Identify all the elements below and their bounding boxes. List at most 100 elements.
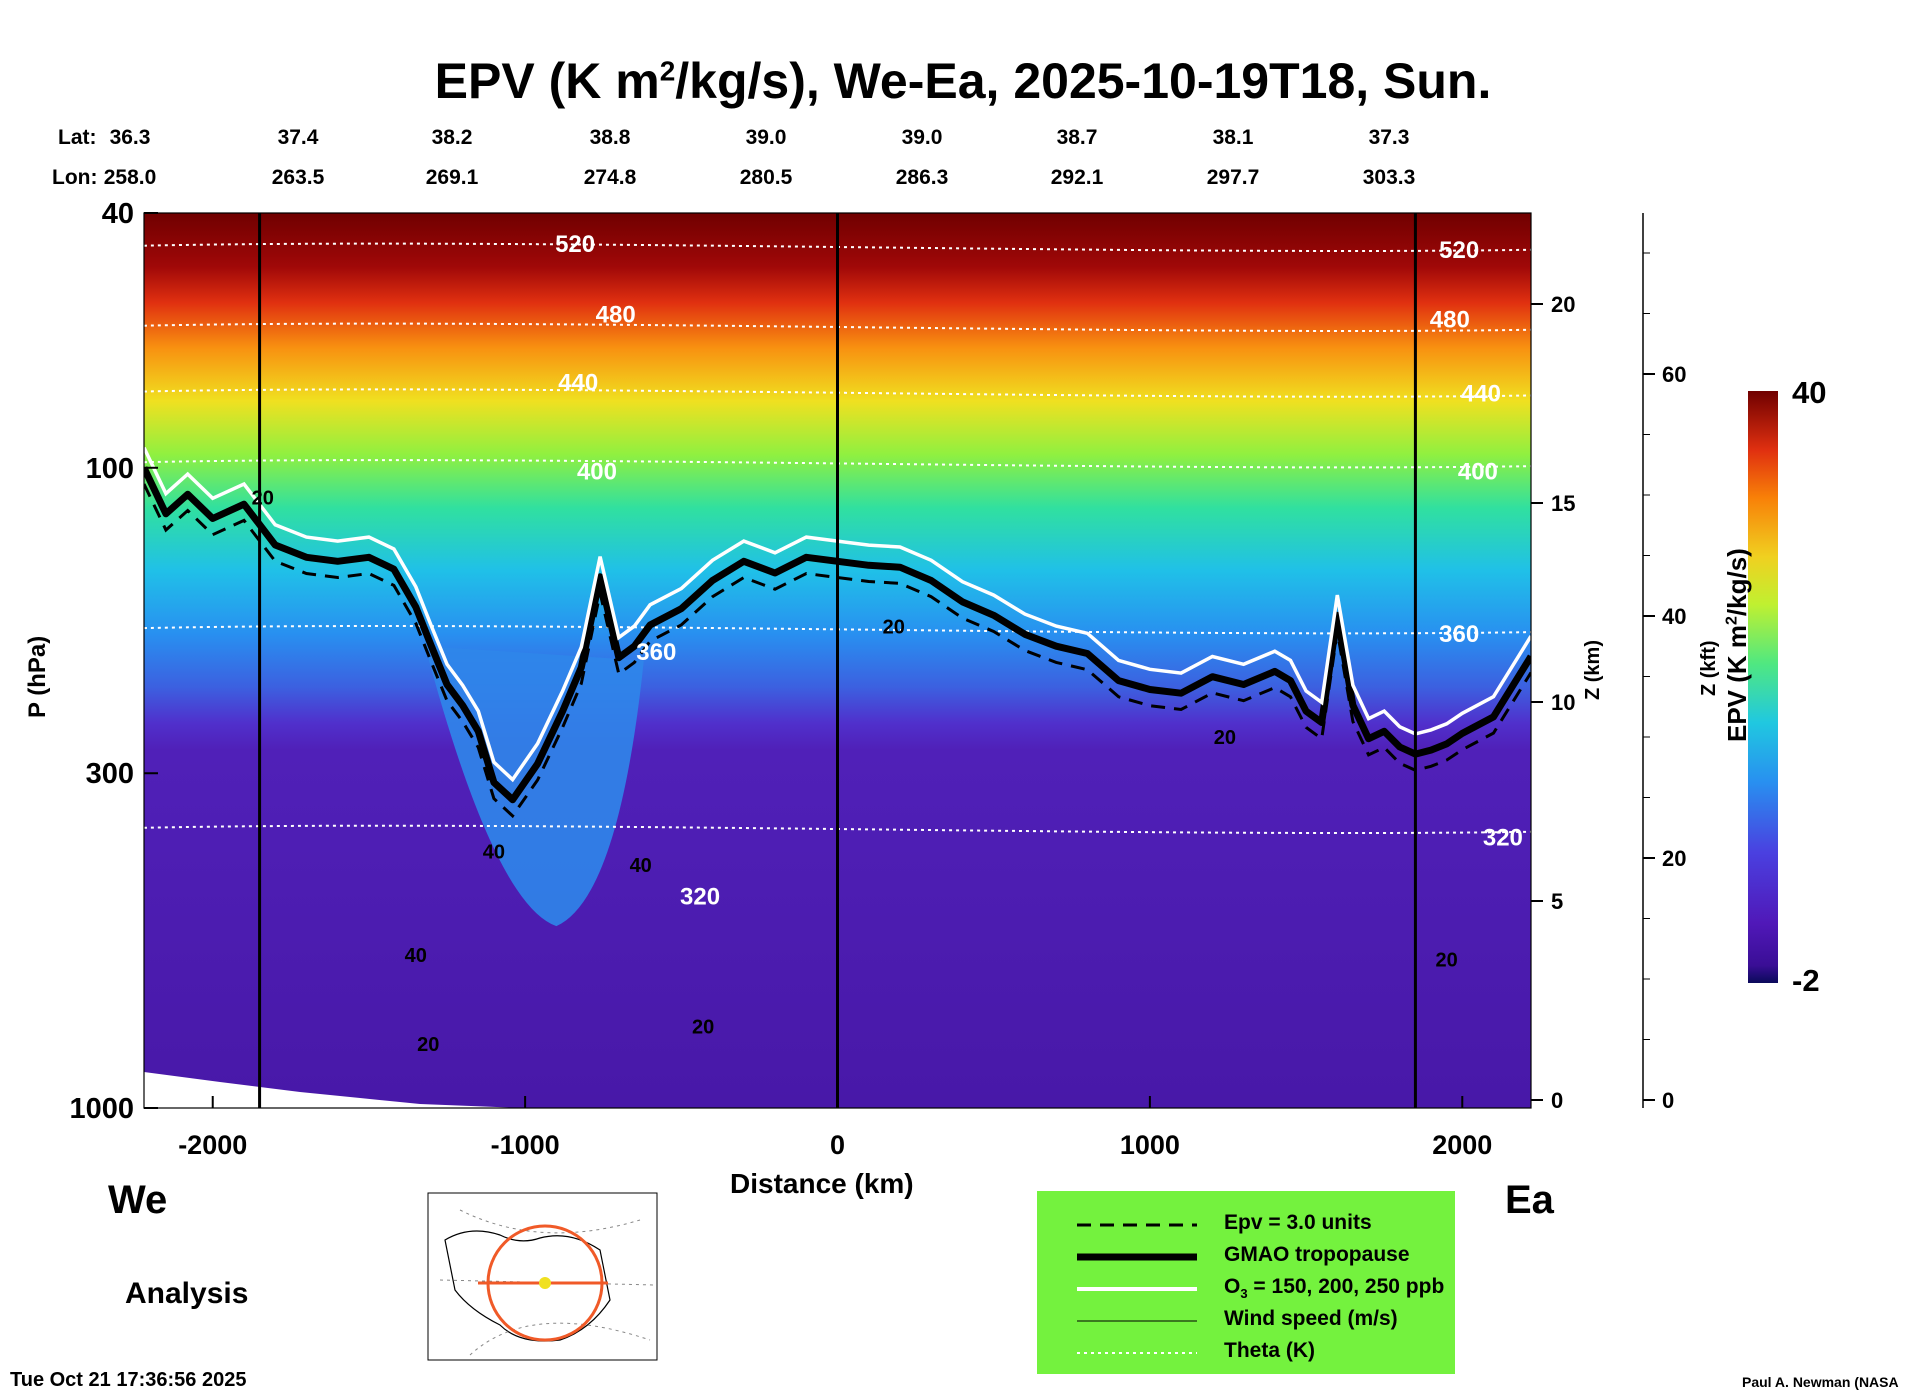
lat-value: 39.0 bbox=[901, 126, 943, 149]
legend-dashed-line-icon bbox=[1077, 1223, 1197, 1227]
z-kft-tick-label: 40 bbox=[1662, 604, 1686, 629]
lon-value: 286.3 bbox=[895, 166, 949, 189]
east-label: Ea bbox=[1505, 1178, 1554, 1222]
z-km-tick-label: 15 bbox=[1551, 491, 1575, 516]
x-axis: -2000 -1000 0 1000 2000 bbox=[178, 1096, 1492, 1160]
z-km-tick-label: 5 bbox=[1551, 889, 1563, 914]
lon-value: 258.0 bbox=[103, 166, 157, 189]
lon-label: Lon: bbox=[52, 166, 98, 189]
legend-label-tropopause: GMAO tropopause bbox=[1224, 1243, 1410, 1266]
wind-label: 40 bbox=[483, 842, 505, 864]
y-axis-title: P (hPa) bbox=[24, 635, 51, 718]
z-km-axis: 0 5 10 15 20 bbox=[1531, 292, 1575, 1113]
wind-label: 40 bbox=[630, 855, 652, 877]
lon-value: 297.7 bbox=[1206, 166, 1260, 189]
x-tick-label: 0 bbox=[830, 1130, 845, 1160]
z-kft-axis-title: Z (kft) bbox=[1698, 640, 1720, 696]
west-label: We bbox=[108, 1178, 168, 1222]
ozone-contour-path bbox=[144, 446, 1531, 783]
tropopause-path bbox=[144, 466, 1531, 804]
x-tick-label: -1000 bbox=[491, 1130, 560, 1160]
vertical-markers bbox=[258, 213, 1417, 1108]
locator-map-center-icon bbox=[539, 1277, 551, 1289]
x-tick-label: -2000 bbox=[178, 1130, 247, 1160]
theta-label: 320 bbox=[680, 883, 720, 910]
x-tick-label: 1000 bbox=[1120, 1130, 1180, 1160]
lon-value: 303.3 bbox=[1362, 166, 1416, 189]
locator-map-coastline-icon bbox=[444, 1230, 611, 1342]
theta-label: 400 bbox=[1458, 459, 1498, 486]
lat-value: 39.0 bbox=[745, 126, 787, 149]
colorbar bbox=[1748, 391, 1778, 983]
theta-label: 440 bbox=[558, 369, 598, 396]
lon-value: 274.8 bbox=[583, 166, 637, 189]
legend-label-ozone-pre: O bbox=[1224, 1275, 1241, 1298]
theta-label: 320 bbox=[1483, 824, 1523, 851]
legend-label-theta: Theta (K) bbox=[1224, 1339, 1315, 1362]
legend-label-epv: Epv = 3.0 units bbox=[1224, 1211, 1372, 1234]
epv-3-contour-path bbox=[144, 483, 1531, 819]
theta-label: 520 bbox=[1439, 237, 1479, 264]
chart-title-pre: EPV (K m bbox=[434, 53, 660, 109]
chart-title-sup: 2 bbox=[659, 55, 676, 87]
lat-value: 38.1 bbox=[1212, 126, 1254, 149]
colorbar-title-sup: 2 bbox=[1723, 616, 1741, 625]
legend-label-ozone: O3 = 150, 200, 250 ppb bbox=[1224, 1275, 1444, 1301]
lat-value: 38.2 bbox=[431, 126, 473, 149]
lat-label: Lat: bbox=[58, 126, 97, 149]
z-kft-tick-label: 0 bbox=[1662, 1088, 1674, 1113]
legend-label-wind: Wind speed (m/s) bbox=[1224, 1307, 1398, 1330]
wind-labels: 20 20 20 40 40 40 20 20 20 bbox=[252, 488, 1458, 1057]
lon-value: 269.1 bbox=[425, 166, 479, 189]
colorbar-title-post: /kg/s) bbox=[1722, 548, 1752, 617]
wind-label: 20 bbox=[1214, 727, 1236, 749]
x-axis-title: Distance (km) bbox=[730, 1168, 914, 1199]
chart-title: EPV (K m2/kg/s), We-Ea, 2025-10-19T18, S… bbox=[0, 52, 1926, 110]
y-tick-label: 40 bbox=[102, 198, 134, 230]
wind-label: 40 bbox=[405, 945, 427, 967]
colorbar-title-pre: EPV (K m bbox=[1722, 624, 1752, 742]
wind-label: 20 bbox=[252, 488, 274, 510]
tropopause-line bbox=[144, 446, 1531, 819]
theta-label: 520 bbox=[555, 231, 595, 258]
x-tick-label: 2000 bbox=[1432, 1130, 1492, 1160]
credit: Paul A. Newman (NASA bbox=[1742, 1374, 1899, 1390]
theta-labels: 520 520 480 480 440 440 400 400 360 360 320 320 bbox=[555, 231, 1523, 910]
colorbar-title: EPV (K m2/kg/s) bbox=[1722, 548, 1753, 742]
theta-label: 440 bbox=[1461, 380, 1501, 407]
theta-label: 480 bbox=[1430, 306, 1470, 333]
legend-label-ozone-sub: 3 bbox=[1240, 1286, 1248, 1302]
legend-item-ozone: O3 = 150, 200, 250 ppb bbox=[1037, 1273, 1455, 1303]
z-kft-axis: 0 20 40 60 bbox=[1642, 213, 1686, 1113]
z-km-axis-title: Z (km) bbox=[1582, 640, 1604, 700]
lat-value: 37.4 bbox=[277, 126, 319, 149]
theta-label: 360 bbox=[1439, 621, 1479, 648]
lon-value: 280.5 bbox=[739, 166, 793, 189]
lat-value: 37.3 bbox=[1368, 126, 1410, 149]
legend-item-wind: Wind speed (m/s) bbox=[1037, 1305, 1455, 1335]
wind-label: 20 bbox=[883, 616, 905, 638]
theta-label: 360 bbox=[636, 639, 676, 666]
lat-value: 38.8 bbox=[589, 126, 631, 149]
colorbar-max-label: 40 bbox=[1792, 375, 1827, 410]
ground-mask bbox=[144, 1072, 520, 1108]
theta-label: 400 bbox=[577, 459, 617, 486]
y-axis: 40 100 300 1000 bbox=[69, 198, 158, 1125]
lon-value: 292.1 bbox=[1050, 166, 1104, 189]
lon-value: 263.5 bbox=[271, 166, 325, 189]
z-km-tick-label: 10 bbox=[1551, 690, 1575, 715]
legend-dotted-line-icon bbox=[1077, 1352, 1197, 1354]
y-tick-label: 300 bbox=[86, 758, 134, 790]
chart-title-post: /kg/s), We-Ea, 2025-10-19T18, Sun. bbox=[675, 53, 1492, 109]
z-km-tick-label: 20 bbox=[1551, 292, 1575, 317]
legend-thick-line-icon bbox=[1077, 1253, 1197, 1261]
lat-value: 36.3 bbox=[109, 126, 151, 149]
y-tick-label: 1000 bbox=[69, 1093, 134, 1125]
z-kft-tick-label: 60 bbox=[1662, 362, 1686, 387]
wind-label: 20 bbox=[417, 1034, 439, 1056]
wind-label: 20 bbox=[692, 1016, 714, 1038]
locator-map bbox=[427, 1192, 658, 1361]
legend-item-tropopause: GMAO tropopause bbox=[1037, 1241, 1455, 1271]
z-kft-tick-label: 20 bbox=[1662, 846, 1686, 871]
